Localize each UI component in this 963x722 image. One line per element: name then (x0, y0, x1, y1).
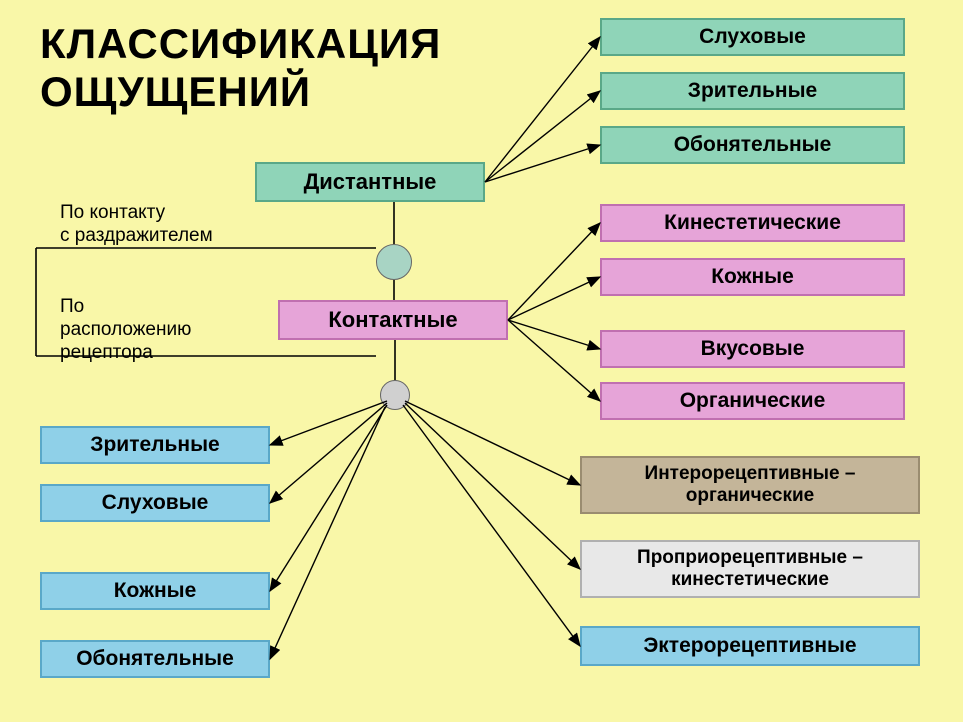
node-kinesthetic: Кинестетические (600, 204, 905, 242)
node-ecteroceptive: Эктерорецептивные (580, 626, 920, 666)
label-by-receptor: По расположению рецептора (60, 296, 191, 364)
node-interoceptive: Интерорецептивные – органические (580, 456, 920, 514)
node-left-visual: Зрительные (40, 426, 270, 464)
node-olfactory: Обонятельные (600, 126, 905, 164)
connector-circle-2 (380, 380, 410, 410)
node-organic: Органические (600, 382, 905, 420)
title-line2: ОЩУЩЕНИЙ (40, 68, 441, 116)
node-contact: Контактные (278, 300, 508, 340)
node-auditory: Слуховые (600, 18, 905, 56)
node-left-auditory: Слуховые (40, 484, 270, 522)
title-line1: КЛАССИФИКАЦИЯ (40, 20, 441, 68)
connector-circle-1 (376, 244, 412, 280)
node-visual: Зрительные (600, 72, 905, 110)
node-left-skin: Кожные (40, 572, 270, 610)
node-proprioceptive: Проприорецептивные – кинестетические (580, 540, 920, 598)
label-by-contact: По контакту с раздражителем (60, 202, 213, 248)
node-left-olfactory: Обонятельные (40, 640, 270, 678)
node-skin: Кожные (600, 258, 905, 296)
node-taste: Вкусовые (600, 330, 905, 368)
diagram-title: КЛАССИФИКАЦИЯ ОЩУЩЕНИЙ (40, 20, 441, 117)
node-distant: Дистантные (255, 162, 485, 202)
